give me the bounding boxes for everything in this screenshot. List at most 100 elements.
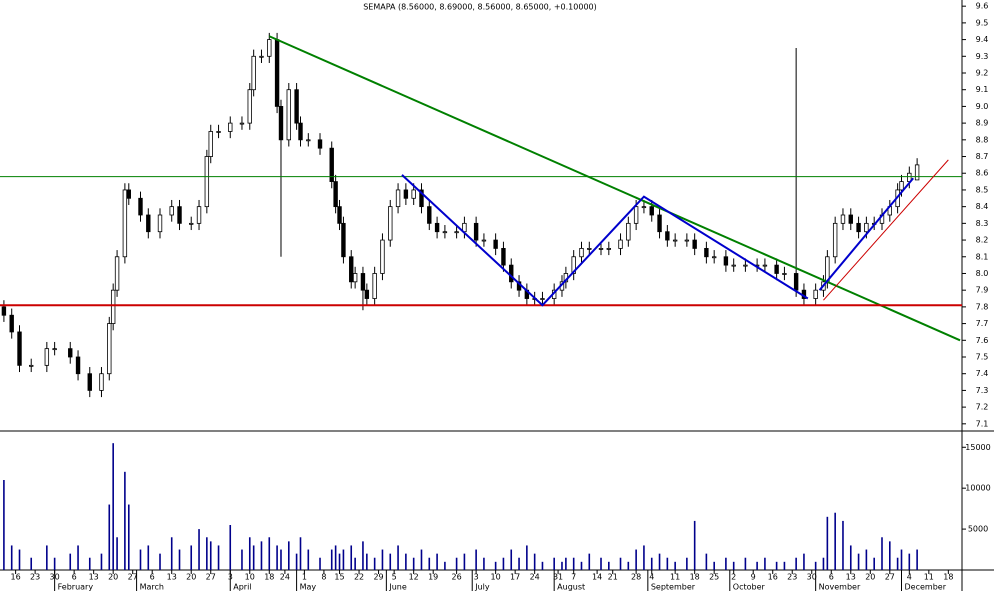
x-tick-label: 25 — [709, 573, 719, 582]
volume-bar — [650, 557, 653, 570]
candle-body — [774, 264, 779, 274]
volume-bar — [600, 557, 602, 570]
x-tick-label: 17 — [510, 573, 520, 582]
x-tick-label: 15 — [334, 573, 344, 582]
x-tick-label: 16 — [11, 573, 21, 582]
y-tick-label: 7.8 — [976, 302, 989, 311]
candle-body — [711, 256, 717, 259]
y-tick-label: 8.6 — [976, 169, 989, 178]
volume-bar — [865, 549, 868, 570]
volume-bar — [744, 557, 747, 570]
candle-body — [864, 222, 869, 233]
candle-body — [138, 197, 143, 216]
volume-bar — [483, 557, 485, 570]
candle-body — [684, 239, 690, 242]
volume-bar — [619, 557, 622, 570]
volume-bar — [428, 557, 431, 570]
x-tick-label: 27 — [206, 573, 216, 582]
y-tick-label: 7.6 — [976, 336, 989, 345]
candle-body — [122, 189, 128, 258]
candle-body — [454, 231, 459, 234]
candle-body — [388, 206, 393, 241]
volume-bar — [526, 545, 528, 570]
x-tick-label: 9 — [751, 573, 756, 582]
x-tick-label: 11 — [670, 573, 680, 582]
candle-body — [856, 222, 861, 233]
volume-bar — [803, 553, 805, 570]
x-tick-label: 18 — [264, 573, 274, 582]
volume-bar — [826, 516, 829, 570]
y-tick-label: 7.4 — [976, 369, 989, 378]
volume-bar — [455, 557, 458, 570]
volume-bar — [319, 557, 321, 570]
candle-body — [793, 273, 799, 291]
candle-body — [189, 222, 194, 225]
volume-bar — [463, 553, 466, 570]
volume-bar — [405, 553, 407, 570]
y-tick-label: 7.5 — [976, 353, 989, 362]
candle-body — [372, 273, 377, 299]
candle-body — [606, 248, 612, 250]
candle-body — [146, 214, 151, 233]
volume-bar — [627, 561, 630, 570]
volume-bar — [307, 549, 310, 570]
volume-bar — [475, 549, 477, 570]
x-tick-label: 23 — [787, 573, 797, 582]
x-tick-label: 8 — [321, 573, 326, 582]
y-tick-label: 9.1 — [976, 85, 989, 94]
volume-bar — [248, 537, 251, 570]
candle-body — [626, 222, 631, 241]
candle-body — [157, 214, 163, 233]
candle-body — [352, 273, 358, 283]
volume-bar — [330, 549, 333, 570]
y-tick-label: 7.9 — [976, 286, 989, 295]
y-tick-label: 8.2 — [976, 236, 989, 245]
volume-bar — [494, 561, 497, 570]
volume-bar — [334, 545, 337, 570]
candle-body — [571, 256, 576, 274]
x-tick-label: 30 — [807, 573, 817, 582]
candle-body — [114, 256, 120, 291]
candle-body — [743, 264, 748, 267]
x-tick-label: 20 — [108, 573, 118, 582]
candle-body — [29, 364, 34, 367]
volume-bar — [229, 525, 232, 570]
volume-bar — [350, 545, 353, 570]
month-label: September — [651, 583, 696, 591]
volume-bar — [116, 537, 118, 570]
candle-body — [177, 206, 182, 224]
candle-body — [278, 106, 284, 141]
x-tick-label: 10 — [491, 573, 501, 582]
x-tick-label: 14 — [592, 573, 602, 582]
volume-bar — [280, 549, 282, 570]
volume-bar — [842, 520, 844, 570]
volume-bar — [127, 504, 130, 570]
candle-body — [501, 248, 506, 266]
volume-bar — [139, 549, 142, 570]
candle-body — [126, 189, 131, 199]
candle-body — [44, 348, 50, 366]
volume-bar — [287, 541, 290, 570]
candle-body — [832, 222, 838, 258]
month-label: May — [300, 583, 317, 591]
candle-body — [411, 189, 416, 199]
candle-body — [52, 348, 57, 351]
candle-body — [360, 273, 366, 291]
x-tick-label: 23 — [30, 573, 40, 582]
x-tick-label: 18 — [690, 573, 700, 582]
candle-body — [274, 39, 280, 107]
volume-bar — [18, 549, 21, 570]
volume-bar — [112, 443, 114, 570]
volume-bar — [159, 553, 161, 570]
candle-body — [598, 248, 604, 250]
volume-bar — [77, 545, 79, 570]
candle-body — [840, 214, 846, 224]
volume-bar — [674, 561, 676, 570]
candle-body — [75, 356, 81, 375]
candle-body — [9, 314, 14, 333]
candle-body — [762, 264, 768, 267]
y-tick-label: 8.0 — [976, 269, 989, 278]
volume-bar — [732, 561, 735, 570]
candle-body — [782, 273, 787, 275]
month-label: April — [233, 583, 251, 591]
